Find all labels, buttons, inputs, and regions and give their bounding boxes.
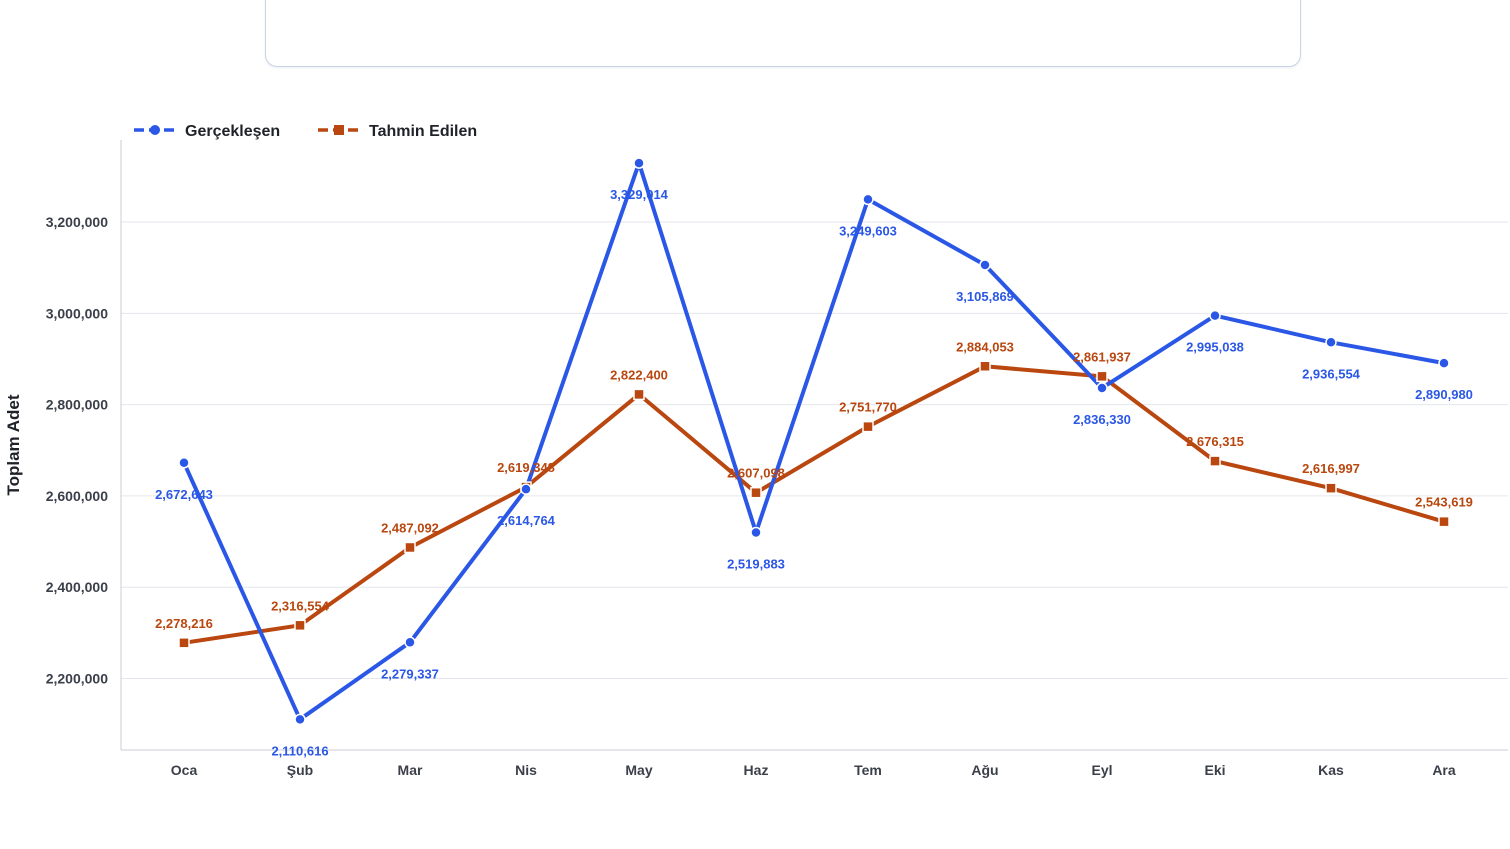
data-point-actual[interactable] [294,713,306,726]
x-tick-label: Oca [171,762,198,778]
x-tick-label: Haz [744,762,769,778]
data-label-forecast: 2,822,400 [610,367,668,382]
x-tick-labels: Oca Şub Mar Nis May Haz Tem Ağu Eyl Eki Kas Ara [171,762,1456,778]
data-point-actual[interactable] [520,483,532,495]
y-tick-labels: 2,200,000 2,400,000 2,600,000 2,800,000 3,00… [46,214,108,687]
data-point-actual[interactable] [633,157,645,169]
data-label-actual: 2,672,643 [155,487,213,502]
data-point-forecast[interactable] [178,637,190,649]
data-point-forecast[interactable] [979,360,991,373]
data-label-actual: 2,936,554 [1302,366,1361,381]
data-label-forecast: 2,487,092 [381,520,439,535]
data-point-forecast[interactable] [750,486,762,499]
x-tick-label: Eyl [1091,762,1112,778]
series-line-actual [182,161,1445,722]
legend-item-forecast[interactable]: Tahmin Edilen [318,123,477,140]
data-point-actual[interactable] [1325,336,1337,349]
data-label-actual: 2,836,330 [1073,412,1131,427]
data-label-forecast: 2,278,216 [155,616,213,631]
data-label-actual: 2,890,980 [1415,387,1473,402]
data-label-forecast: 2,543,619 [1415,495,1473,510]
data-label-forecast: 2,884,053 [956,339,1014,354]
x-tick-label: Ağu [971,762,998,778]
y-tick-label: 3,000,000 [46,305,108,321]
data-point-actual[interactable] [1209,309,1221,322]
data-label-actual: 2,995,038 [1186,340,1244,355]
data-labels: 2,672,643 2,110,616 2,279,337 2,614,764 3,32… [155,187,1473,758]
x-tick-label: Ara [1432,762,1456,778]
y-tick-label: 2,400,000 [46,579,108,595]
x-tick-label: Tem [854,762,882,778]
x-tick-label: Kas [1318,762,1344,778]
data-label-actual: 3,329,014 [610,187,669,202]
data-point-forecast[interactable] [1438,515,1450,528]
legend-forecast-label: Tahmin Edilen [369,123,477,140]
data-label-forecast: 2,751,770 [839,400,897,415]
data-label-actual: 2,519,883 [727,556,785,571]
grid-lines [121,221,1508,680]
data-label-forecast: 2,676,315 [1186,434,1244,449]
legend-forecast-marker [334,125,344,135]
data-point-actual[interactable] [750,526,762,539]
data-point-forecast[interactable] [404,541,416,554]
data-label-forecast: 2,861,937 [1073,349,1131,364]
y-tick-label: 2,800,000 [46,397,108,413]
data-point-forecast[interactable] [1209,455,1221,467]
data-label-forecast: 2,607,098 [727,466,785,481]
x-tick-label: May [625,762,652,778]
data-point-forecast[interactable] [1325,482,1337,494]
data-label-actual: 2,110,616 [271,743,328,758]
data-point-forecast[interactable] [633,388,645,401]
data-point-actual[interactable] [979,259,991,271]
x-tick-label: Nis [515,762,537,778]
y-tick-label: 2,200,000 [46,671,108,687]
data-label-actual: 3,249,603 [839,223,897,238]
y-tick-label: 2,600,000 [46,488,108,504]
data-label-actual: 3,105,869 [956,289,1014,304]
data-point-forecast[interactable] [294,619,306,632]
data-label-forecast: 2,316,554 [271,598,330,613]
legend-item-actual[interactable]: Gerçekleşen [134,123,280,140]
data-label-actual: 2,614,764 [497,513,556,528]
legend-actual-label: Gerçekleşen [185,123,280,140]
series-line-forecast [183,364,1445,645]
data-label-actual: 2,279,337 [381,666,439,681]
data-point-actual[interactable] [1438,357,1450,369]
data-label-forecast: 2,619,348 [497,460,555,475]
data-point-actual[interactable] [404,636,416,649]
legend[interactable]: Gerçekleşen Tahmin Edilen [134,123,477,140]
series [178,157,1450,726]
x-tick-label: Eki [1204,762,1225,778]
data-point-forecast[interactable] [862,420,874,433]
data-point-actual[interactable] [178,457,190,469]
axes [120,140,1508,751]
y-axis-title: Toplam Adet [4,394,23,495]
legend-actual-marker [150,125,160,135]
data-point-forecast[interactable] [1096,370,1108,383]
data-label-forecast: 2,616,997 [1302,461,1360,476]
y-tick-label: 3,200,000 [46,214,108,230]
data-point-actual[interactable] [862,193,874,206]
top-panel [265,0,1301,67]
data-point-actual[interactable] [1096,382,1108,394]
x-tick-label: Mar [398,762,423,778]
x-tick-label: Şub [287,762,313,778]
